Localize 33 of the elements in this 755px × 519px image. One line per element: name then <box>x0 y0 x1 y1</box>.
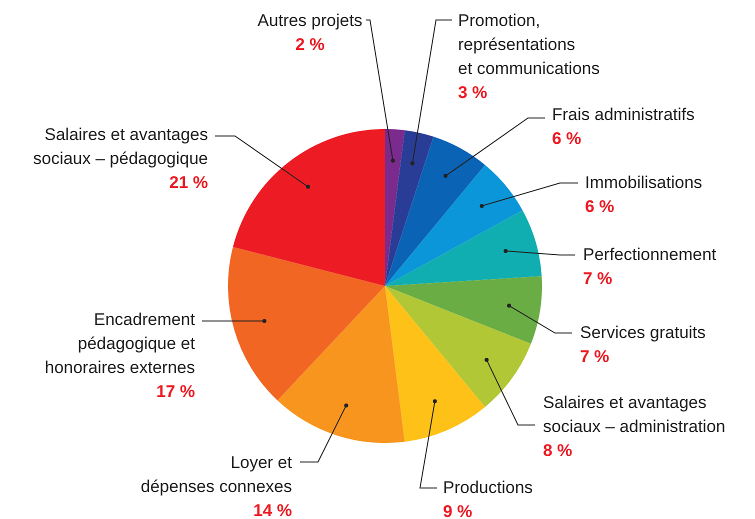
pie-slice <box>385 130 434 286</box>
pie-slice <box>228 246 385 400</box>
slice-label: Frais administratifs <box>552 105 695 124</box>
slice-label: Encadrement pédagogique et honoraires externes <box>44 310 196 377</box>
slice-label: Salaires et avantages sociaux – pédagogique <box>33 125 208 168</box>
data-label: 17 % <box>156 382 195 401</box>
pie-slice <box>278 286 405 443</box>
pie-slice <box>385 276 542 344</box>
pie-slice <box>385 136 486 286</box>
slice-label: Services gratuits <box>580 323 706 342</box>
slice-label: Productions <box>443 478 533 497</box>
pie-slice <box>385 286 486 442</box>
pie-slice <box>385 286 531 407</box>
slice-label: Loyer et dépenses connexes <box>140 453 292 496</box>
data-label: 7 % <box>583 269 612 288</box>
data-label: 21 % <box>169 173 208 192</box>
data-label: 14 % <box>253 501 292 519</box>
pie-slice <box>385 165 523 286</box>
data-label: 6 % <box>585 197 614 216</box>
data-label: 6 % <box>552 129 582 148</box>
slice-label: Salaires et avantages sociaux – administration <box>543 393 726 436</box>
pie-slice <box>232 129 385 286</box>
slice-label: Immobilisations <box>585 173 702 192</box>
data-label: 8 % <box>543 441 572 460</box>
data-label: 9 % <box>443 502 472 519</box>
data-label: 2 % <box>295 35 325 54</box>
data-label: 7 % <box>580 347 610 366</box>
slice-label: Autres projets <box>258 11 362 30</box>
slice-label: Perfectionnement <box>583 245 717 264</box>
pie-slice <box>385 210 542 286</box>
slice-label: Promotion, représentations et communications <box>458 11 600 78</box>
data-label: 3 % <box>458 83 488 102</box>
pie-slice <box>385 129 405 286</box>
